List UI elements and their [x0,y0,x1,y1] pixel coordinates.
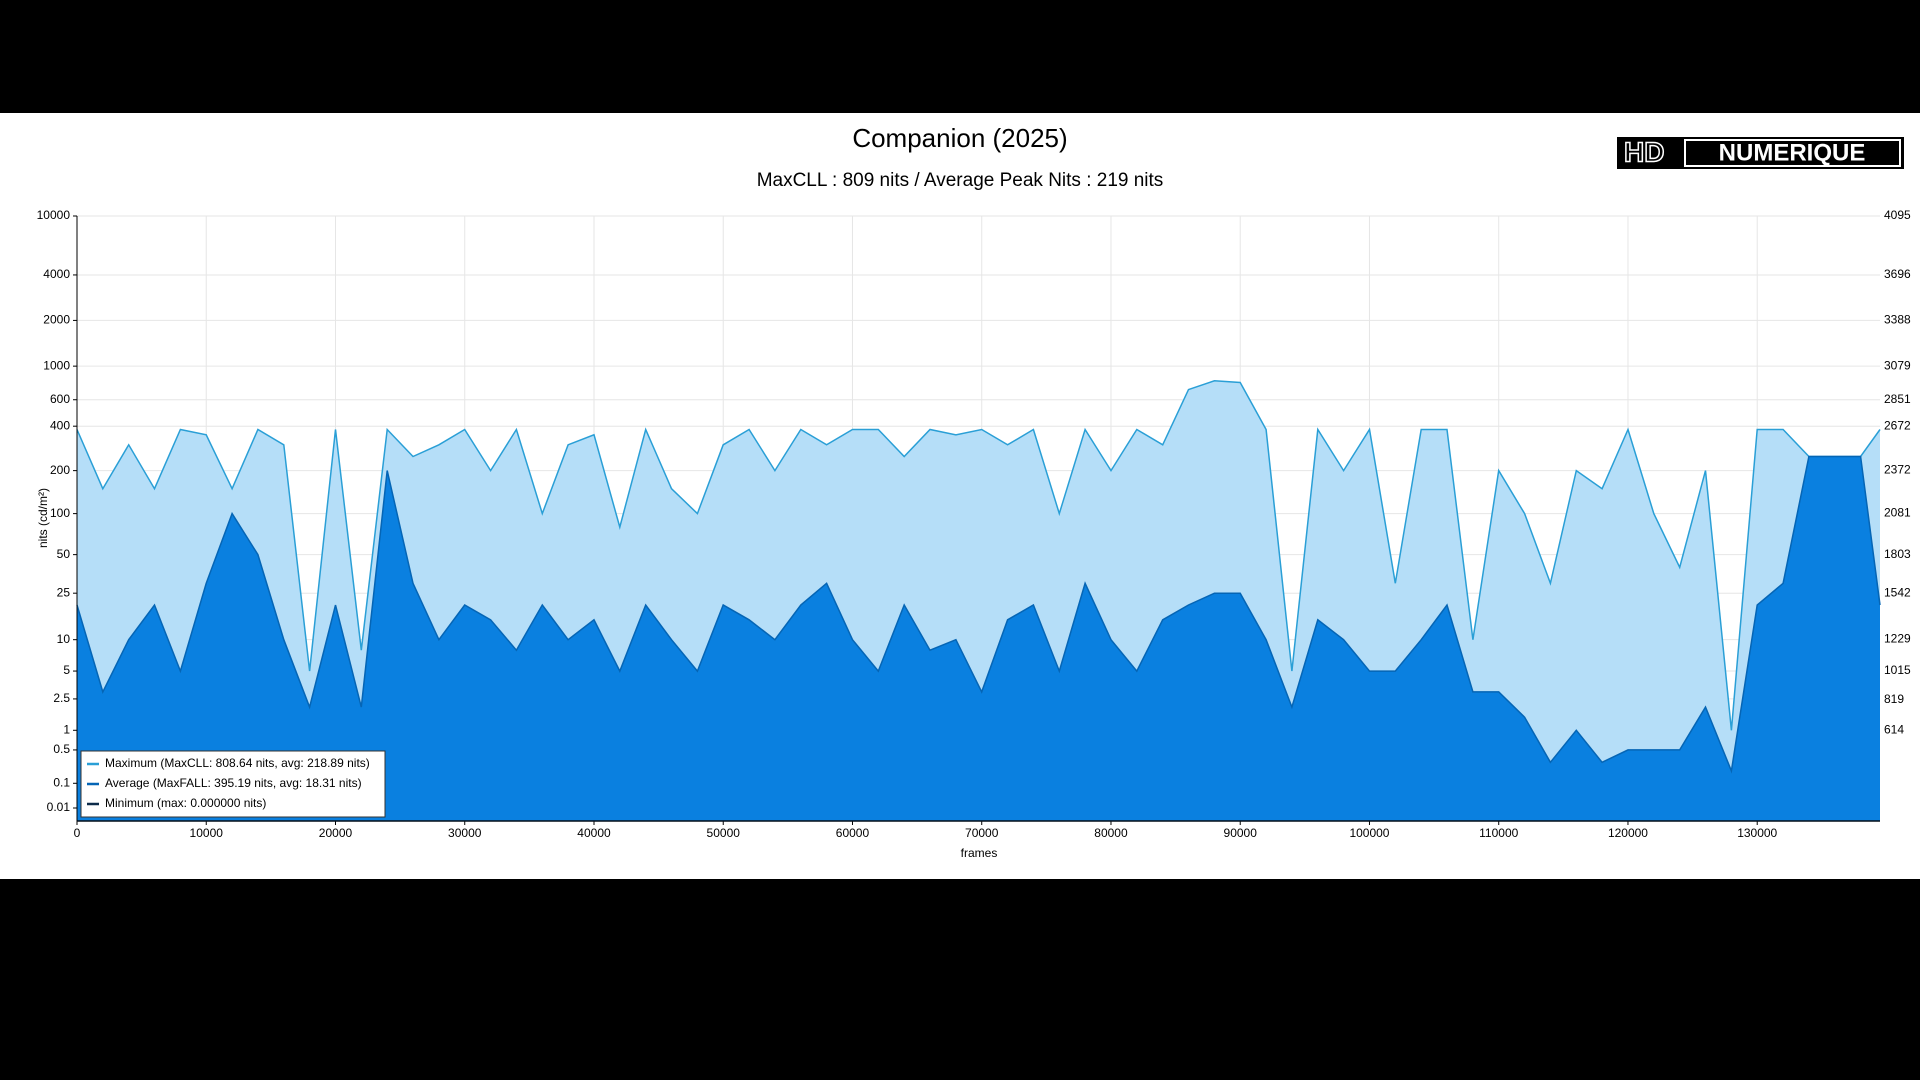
y-tick-label: 10000 [37,208,71,222]
y-tick-label: 2000 [43,313,70,327]
x-tick-label: 80000 [1094,826,1128,840]
x-tick-label: 20000 [319,826,353,840]
y-tick-label: 0.5 [53,742,70,756]
legend-label: Average (MaxFALL: 395.19 nits, avg: 18.3… [105,776,362,790]
y-axis-label: nits (cd/m²) [36,488,50,548]
y2-tick-label: 614 [1884,722,1904,736]
logo: HD NUMERIQUE [1617,136,1904,169]
chart-subtitle: MaxCLL : 809 nits / Average Peak Nits : … [757,170,1164,191]
legend-label: Minimum (max: 0.000000 nits) [105,796,266,810]
y-tick-label: 2.5 [53,691,70,705]
logo-frame [1684,139,1901,167]
y2-tick-label: 2081 [1884,506,1911,520]
y-tick-label: 5 [63,663,70,677]
chart-title: Companion (2025) [852,123,1067,153]
series-area [77,456,1880,821]
x-tick-label: 10000 [190,826,224,840]
y-tick-label: 10 [57,632,71,646]
x-tick-label: 40000 [577,826,611,840]
y2-tick-label: 1803 [1884,547,1911,561]
y2-tick-label: 3079 [1884,358,1911,372]
y2-tick-label: 2372 [1884,463,1911,477]
x-tick-label: 50000 [707,826,741,840]
y2-tick-label: 819 [1884,692,1904,706]
y2-tick-label: 2851 [1884,392,1911,406]
x-tick-label: 90000 [1224,826,1258,840]
legend-box [80,750,386,818]
y2-tick-label: 2672 [1884,418,1911,432]
y-tick-label: 0.1 [53,775,70,789]
logo-numerique: NUMERIQUE [1719,139,1866,166]
x-tick-label: 100000 [1349,826,1389,840]
y-tick-label: 200 [50,463,70,477]
legend-label: Maximum (MaxCLL: 808.64 nits, avg: 218.8… [105,756,370,770]
x-tick-label: 70000 [965,826,999,840]
y2-tick-label: 1229 [1884,632,1911,646]
y-tick-label: 0.01 [47,800,71,814]
y-tick-label: 400 [50,418,70,432]
legend: Maximum (MaxCLL: 808.64 nits, avg: 218.8… [80,750,386,818]
x-tick-label: 60000 [836,826,870,840]
x-tick-label: 30000 [448,826,482,840]
x-tick-label: 130000 [1737,826,1777,840]
y-tick-label: 25 [57,585,71,599]
y-tick-label: 4000 [43,267,70,281]
y2-tick-label: 1542 [1884,585,1911,599]
logo-hd: HD [1624,136,1664,167]
y-tick-label: 50 [57,547,71,561]
x-axis-label: frames [961,846,998,860]
y-tick-label: 1 [63,722,70,736]
x-tick-label: 110000 [1479,826,1518,840]
y2-tick-label: 3388 [1884,313,1911,327]
y-tick-label: 100 [50,506,70,520]
series-line [76,455,1881,774]
y-tick-label: 1000 [43,358,70,372]
y2-tick-label: 4095 [1884,208,1911,222]
y-tick-label: 600 [50,392,70,406]
y2-tick-label: 1015 [1884,663,1911,677]
series-line [76,380,1881,731]
x-tick-label: 120000 [1608,826,1648,840]
y2-tick-label: 3696 [1884,267,1911,281]
x-tick-label: 0 [74,826,81,840]
